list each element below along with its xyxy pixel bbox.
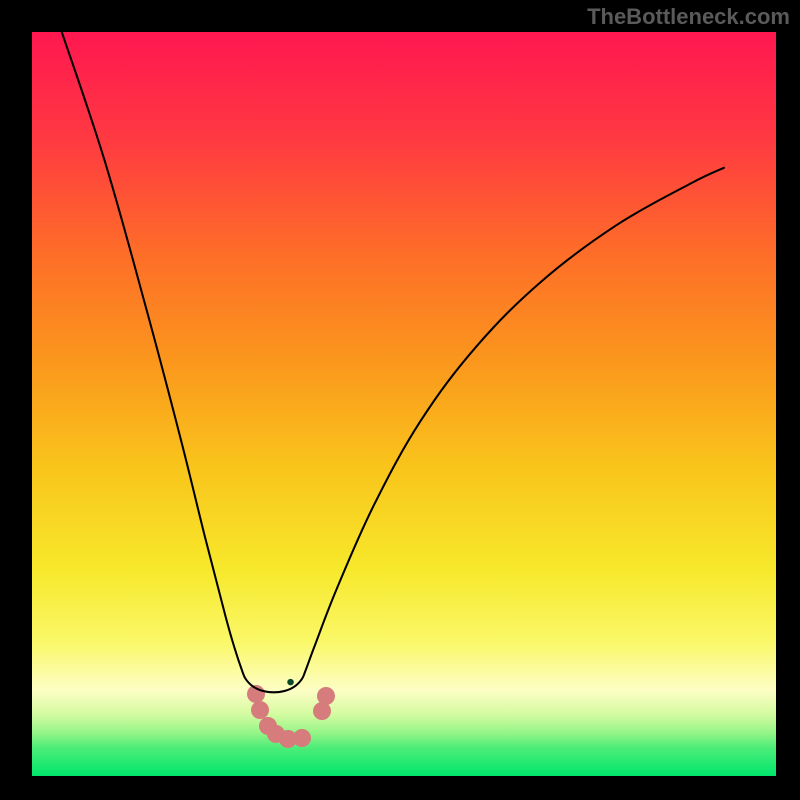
watermark-text: TheBottleneck.com [587,4,790,30]
v-curve-path [62,32,724,692]
trough-tip-dot [287,679,294,686]
bottleneck-curve [32,32,776,776]
chart-root: TheBottleneck.com [0,0,800,800]
plot-area [32,32,776,776]
